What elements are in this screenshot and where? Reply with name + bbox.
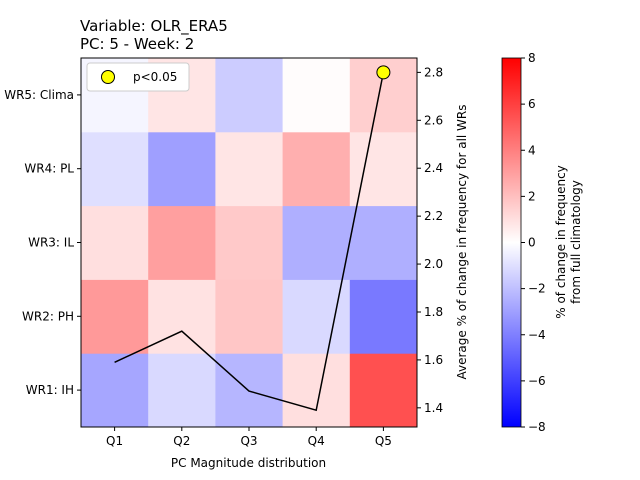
y-tick-label: WR4: PL [24, 162, 74, 176]
colorbar-ticks: −8 −6 −4 −2 0 2 4 6 8 [521, 51, 546, 434]
colorbar-label-line1: % of change in frequency [554, 165, 568, 319]
colorbar-tick-label: 0 [528, 236, 536, 250]
x-tick-label: Q5 [375, 434, 392, 448]
x-tick-label: Q2 [173, 434, 190, 448]
heatmap-cell-wr1-ih-q1 [81, 353, 149, 428]
x-tick-label: Q3 [240, 434, 257, 448]
colorbar-tick-label: 8 [528, 51, 536, 65]
heatmap-cell-wr2-ph-q3 [215, 279, 284, 354]
heatmap-cell-wr4-pl-q5 [349, 131, 418, 207]
heatmap-cell-wr3-il-q4 [282, 205, 351, 280]
colorbar-tick-label: 2 [528, 189, 536, 203]
heatmap-cell-wr1-ih-q2 [148, 353, 216, 428]
heatmap-cell-wr4-pl-q3 [215, 131, 284, 207]
heatmap-cell-wr4-pl-q1 [81, 131, 149, 207]
chart-title-line1: Variable: OLR_ERA5 [80, 17, 228, 36]
x-tick-label: Q4 [308, 434, 325, 448]
legend-label: p<0.05 [133, 70, 177, 84]
heatmap-cell-wr5-clima-q4 [282, 58, 351, 133]
heatmap-cell-wr1-ih-q4 [282, 353, 351, 428]
heatmap-cell-wr2-ph-q1 [81, 279, 149, 354]
heatmap-cell-wr2-ph-q5 [349, 279, 418, 354]
y-tick-label: WR1: IH [26, 383, 74, 397]
x-tick-label: Q1 [106, 434, 123, 448]
heatmap-cell-wr3-il-q2 [148, 205, 216, 280]
x-axis-label: PC Magnitude distribution [171, 456, 326, 470]
right-tick-label: 1.4 [424, 401, 443, 415]
heatmap-cell-wr3-il-q3 [215, 205, 284, 280]
chart-title-line2: PC: 5 - Week: 2 [80, 35, 194, 53]
y-tick-label: WR2: PH [22, 309, 74, 323]
colorbar-tick-label: −8 [528, 420, 546, 434]
average-line-layer [114, 65, 391, 412]
average-change-line [114, 72, 385, 412]
right-axis-ticks: 1.4 1.6 1.8 2.0 2.2 2.4 2.6 2.8 [417, 65, 443, 415]
heatmap-cells [81, 58, 418, 428]
right-tick-label: 2.0 [424, 257, 443, 271]
colorbar-tick-label: −4 [528, 328, 546, 342]
colorbar-tick-label: −2 [528, 282, 546, 296]
y-axis-ticks: WR1: IH WR2: PH WR3: IL WR4: PL WR5: Clima [4, 88, 81, 397]
heatmap-cell-wr4-pl-q4 [282, 131, 351, 207]
right-tick-label: 2.8 [424, 65, 443, 79]
heatmap-cell-wr3-il-q1 [81, 205, 149, 280]
significance-marker-q5 [376, 65, 391, 80]
right-tick-label: 1.6 [424, 353, 443, 367]
y-tick-label: WR5: Clima [4, 88, 74, 102]
right-axis-label: Average % of change in frequency for all… [455, 104, 469, 379]
colorbar-tick-label: 4 [528, 143, 536, 157]
y-tick-label: WR3: IL [28, 236, 74, 250]
colorbar-tick-label: 6 [528, 97, 536, 111]
colorbar [501, 57, 522, 428]
colorbar-tick-label: −6 [528, 374, 546, 388]
legend-box [86, 62, 190, 92]
heatmap-cell-wr4-pl-q2 [148, 131, 216, 207]
colorbar-label-line2: from full climatology [569, 180, 583, 304]
legend-marker-significance [101, 70, 115, 84]
heatmap-cell-wr3-il-q5 [349, 205, 418, 280]
right-tick-label: 2.2 [424, 209, 443, 223]
right-tick-label: 1.8 [424, 305, 443, 319]
heatmap-cell-wr1-ih-q5 [349, 353, 418, 428]
heatmap-cell-wr5-clima-q3 [215, 58, 284, 133]
x-axis-ticks: Q1 Q2 Q3 Q4 Q5 [106, 427, 392, 448]
right-tick-label: 2.4 [424, 161, 443, 175]
legend: p<0.05 [86, 62, 190, 92]
right-tick-label: 2.6 [424, 113, 443, 127]
